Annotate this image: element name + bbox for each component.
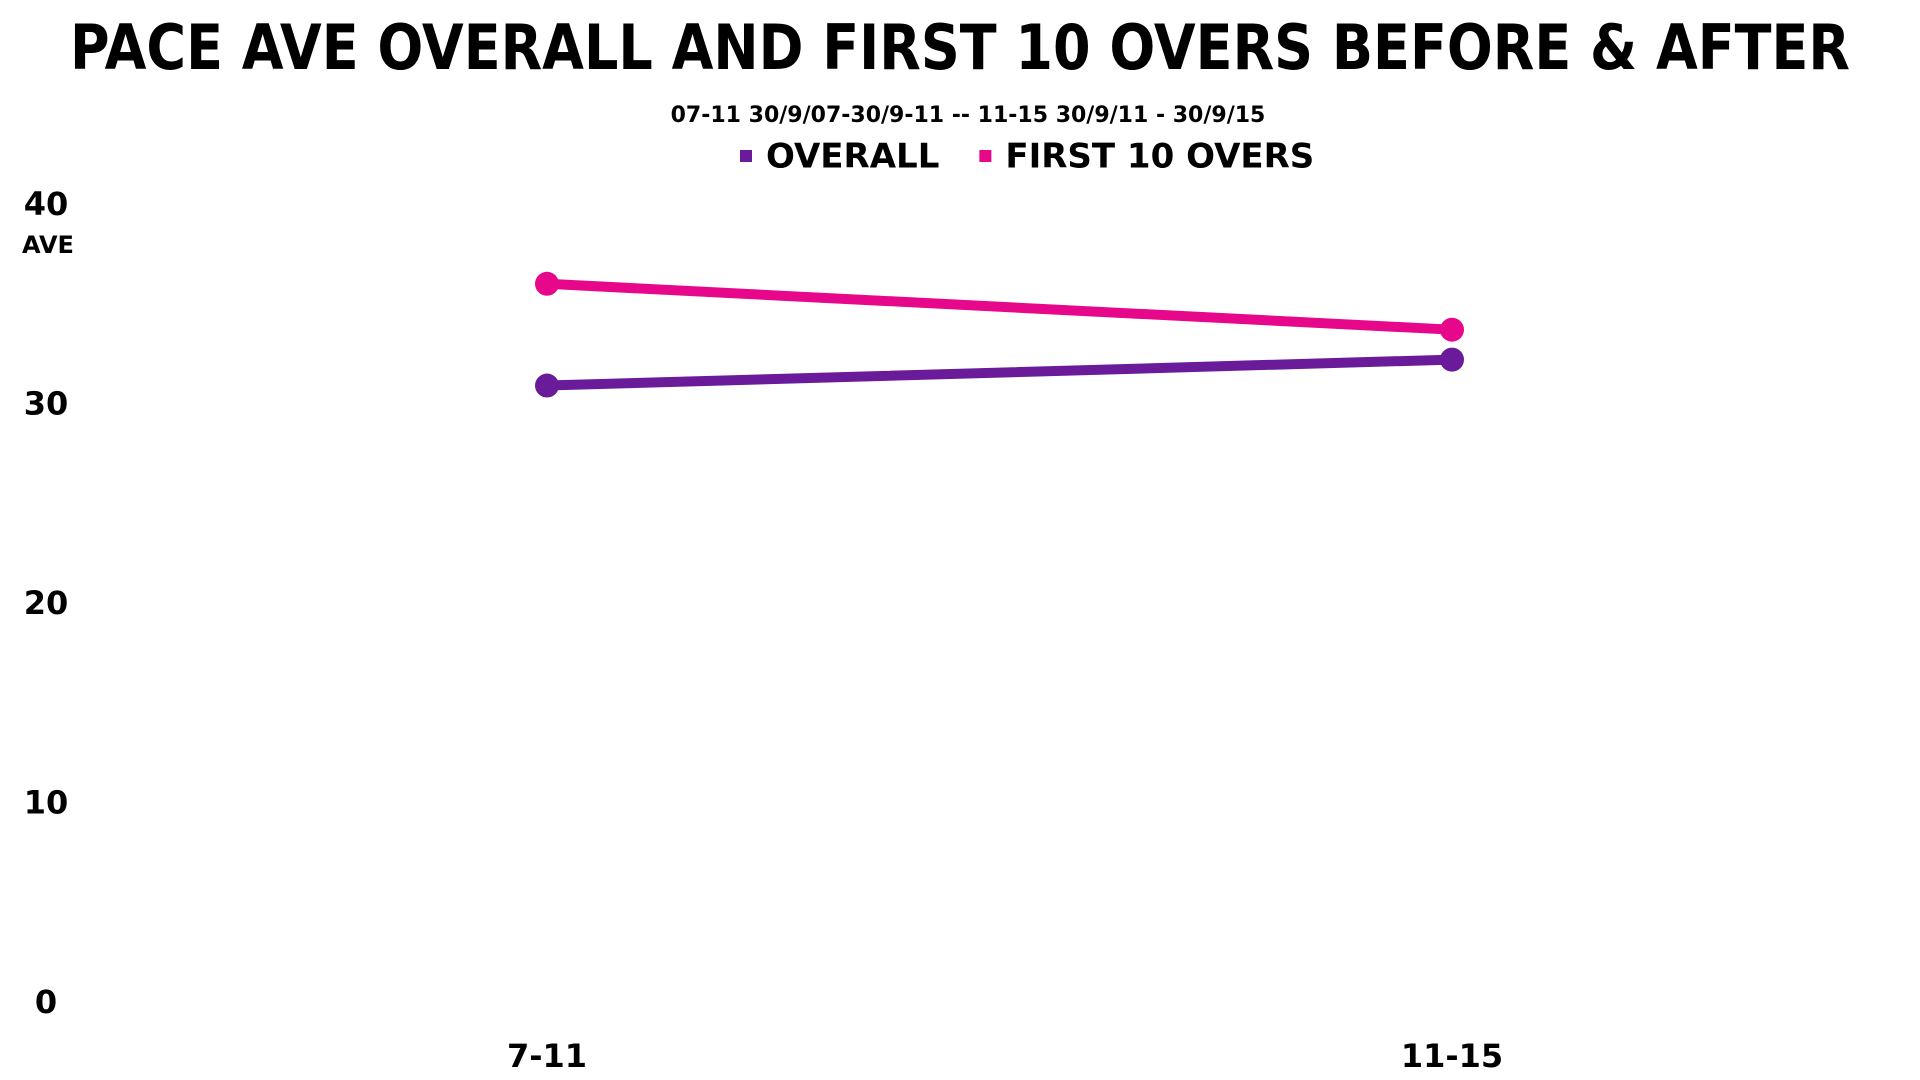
y-tick-label: 40 bbox=[24, 185, 69, 223]
y-tick-label: 0 bbox=[35, 983, 57, 1021]
x-tick-label: 7-11 bbox=[507, 1037, 587, 1075]
legend-label: OVERALL bbox=[766, 137, 939, 177]
chart-title: PACE AVE OVERALL AND FIRST 10 OVERS BEFO… bbox=[70, 11, 1850, 84]
data-point bbox=[1440, 347, 1464, 372]
chart-subtitle: 07-11 30/9/07-30/9-11 -- 11-15 30/9/11 -… bbox=[671, 103, 1266, 128]
y-tick-label: 30 bbox=[24, 385, 69, 423]
data-point bbox=[535, 271, 559, 296]
series-line bbox=[542, 278, 1457, 335]
data-point bbox=[535, 373, 559, 398]
x-tick-label: 11-15 bbox=[1401, 1037, 1503, 1075]
legend-label: FIRST 10 OVERS bbox=[1005, 137, 1314, 177]
y-axis-label: AVE bbox=[22, 231, 74, 259]
legend: OVERALL FIRST 10 OVERS bbox=[740, 137, 1314, 177]
series-line bbox=[542, 354, 1457, 391]
data-point bbox=[1440, 317, 1464, 342]
y-tick-label: 10 bbox=[24, 784, 69, 822]
legend-swatch bbox=[740, 150, 752, 162]
legend-swatch bbox=[979, 150, 992, 162]
y-tick-label: 20 bbox=[24, 584, 69, 622]
